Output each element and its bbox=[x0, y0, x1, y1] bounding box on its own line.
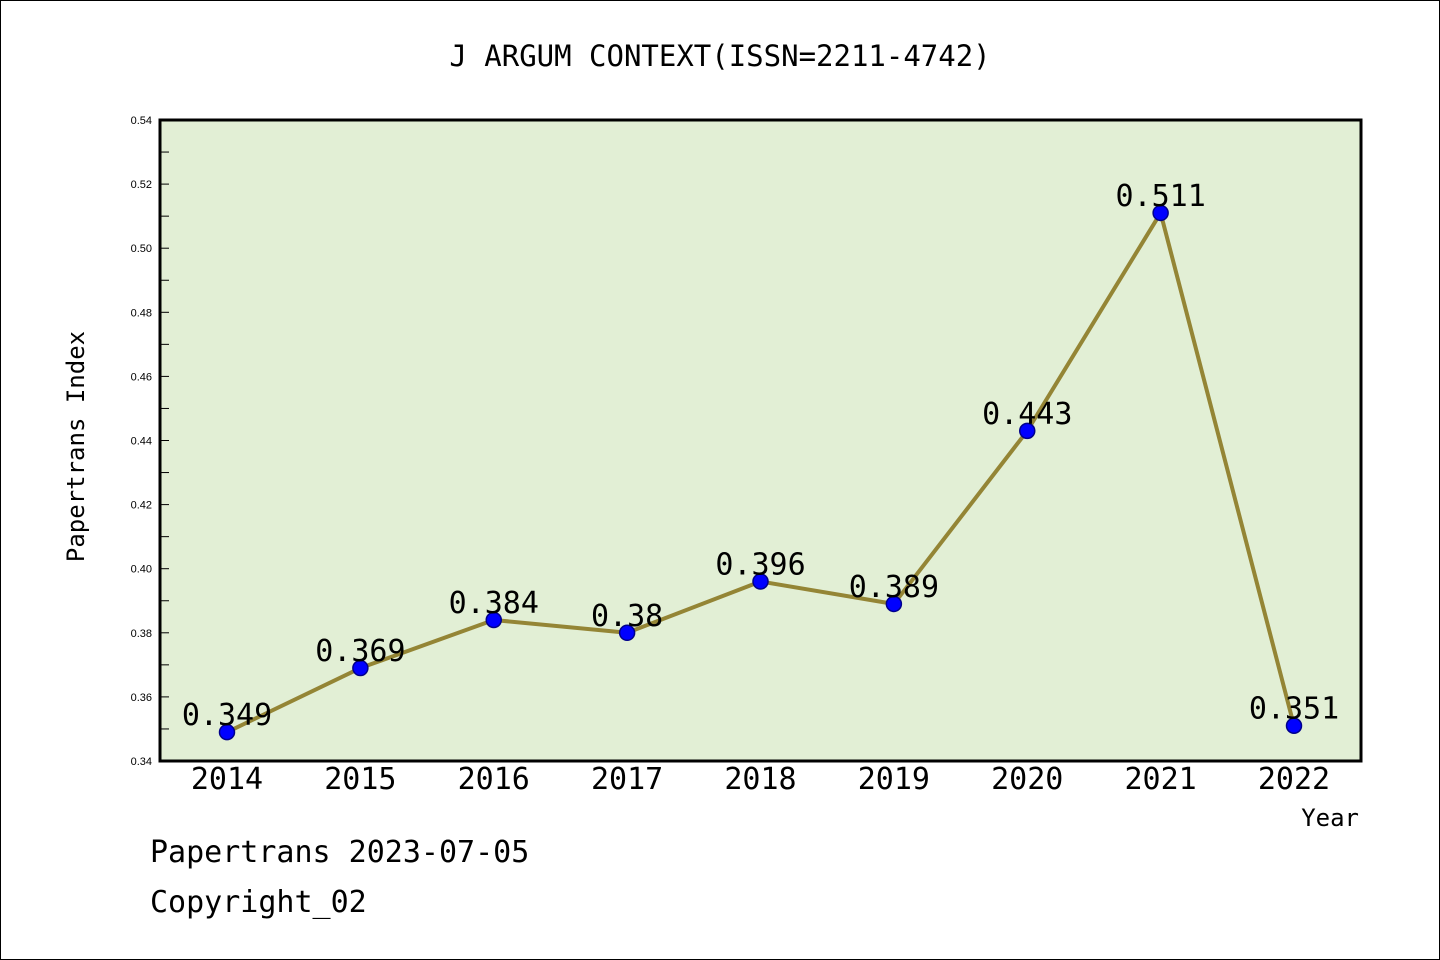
y-tick-label: 0.36 bbox=[131, 692, 152, 704]
data-label: 0.384 bbox=[449, 586, 539, 621]
y-tick-label: 0.34 bbox=[131, 756, 152, 768]
x-tick-label: 2021 bbox=[1125, 762, 1197, 797]
data-label: 0.511 bbox=[1115, 179, 1205, 214]
data-point bbox=[1019, 422, 1036, 440]
data-point bbox=[1285, 717, 1303, 734]
footer-date: Papertrans 2023-07-05 bbox=[150, 835, 530, 870]
data-label: 0.351 bbox=[1249, 692, 1339, 727]
x-tick-label: 2017 bbox=[591, 762, 663, 797]
x-tick-label: 2016 bbox=[458, 762, 530, 797]
y-tick-label: 0.50 bbox=[131, 243, 152, 255]
x-tick-label: 2015 bbox=[324, 762, 396, 797]
data-label: 0.443 bbox=[982, 397, 1072, 432]
y-tick-label: 0.48 bbox=[131, 307, 152, 319]
x-tick-label: 2018 bbox=[724, 762, 796, 797]
y-tick-label: 0.46 bbox=[131, 371, 152, 383]
footer-copyright: Copyright_02 bbox=[150, 885, 367, 920]
x-axis-label: Year bbox=[1301, 804, 1359, 832]
y-tick-label: 0.44 bbox=[131, 436, 152, 448]
data-point bbox=[1152, 204, 1169, 222]
data-point bbox=[352, 659, 369, 677]
data-label: 0.369 bbox=[315, 634, 405, 669]
data-label: 0.389 bbox=[849, 570, 939, 605]
plot-area bbox=[158, 118, 1363, 763]
x-tick-label: 2020 bbox=[991, 762, 1063, 797]
x-tick-label: 2014 bbox=[191, 762, 263, 797]
data-label: 0.38 bbox=[591, 599, 663, 634]
chart-title: J ARGUM CONTEXT(ISSN=2211-4742) bbox=[449, 39, 990, 73]
data-label: 0.396 bbox=[715, 548, 805, 583]
data-point bbox=[218, 723, 236, 741]
x-tick-label: 2019 bbox=[858, 762, 930, 797]
y-tick-label: 0.52 bbox=[131, 179, 152, 191]
data-label: 0.349 bbox=[182, 698, 272, 733]
data-point bbox=[885, 595, 903, 613]
y-axis-label: Papertrans Index bbox=[62, 331, 90, 562]
data-point bbox=[618, 624, 636, 642]
data-point bbox=[485, 611, 502, 629]
y-tick-label: 0.42 bbox=[131, 500, 152, 512]
x-tick-label: 2022 bbox=[1258, 762, 1330, 797]
data-point bbox=[752, 573, 769, 590]
y-tick-label: 0.54 bbox=[131, 115, 152, 127]
y-tick-label: 0.38 bbox=[131, 628, 152, 640]
y-tick-label: 0.40 bbox=[131, 564, 152, 576]
